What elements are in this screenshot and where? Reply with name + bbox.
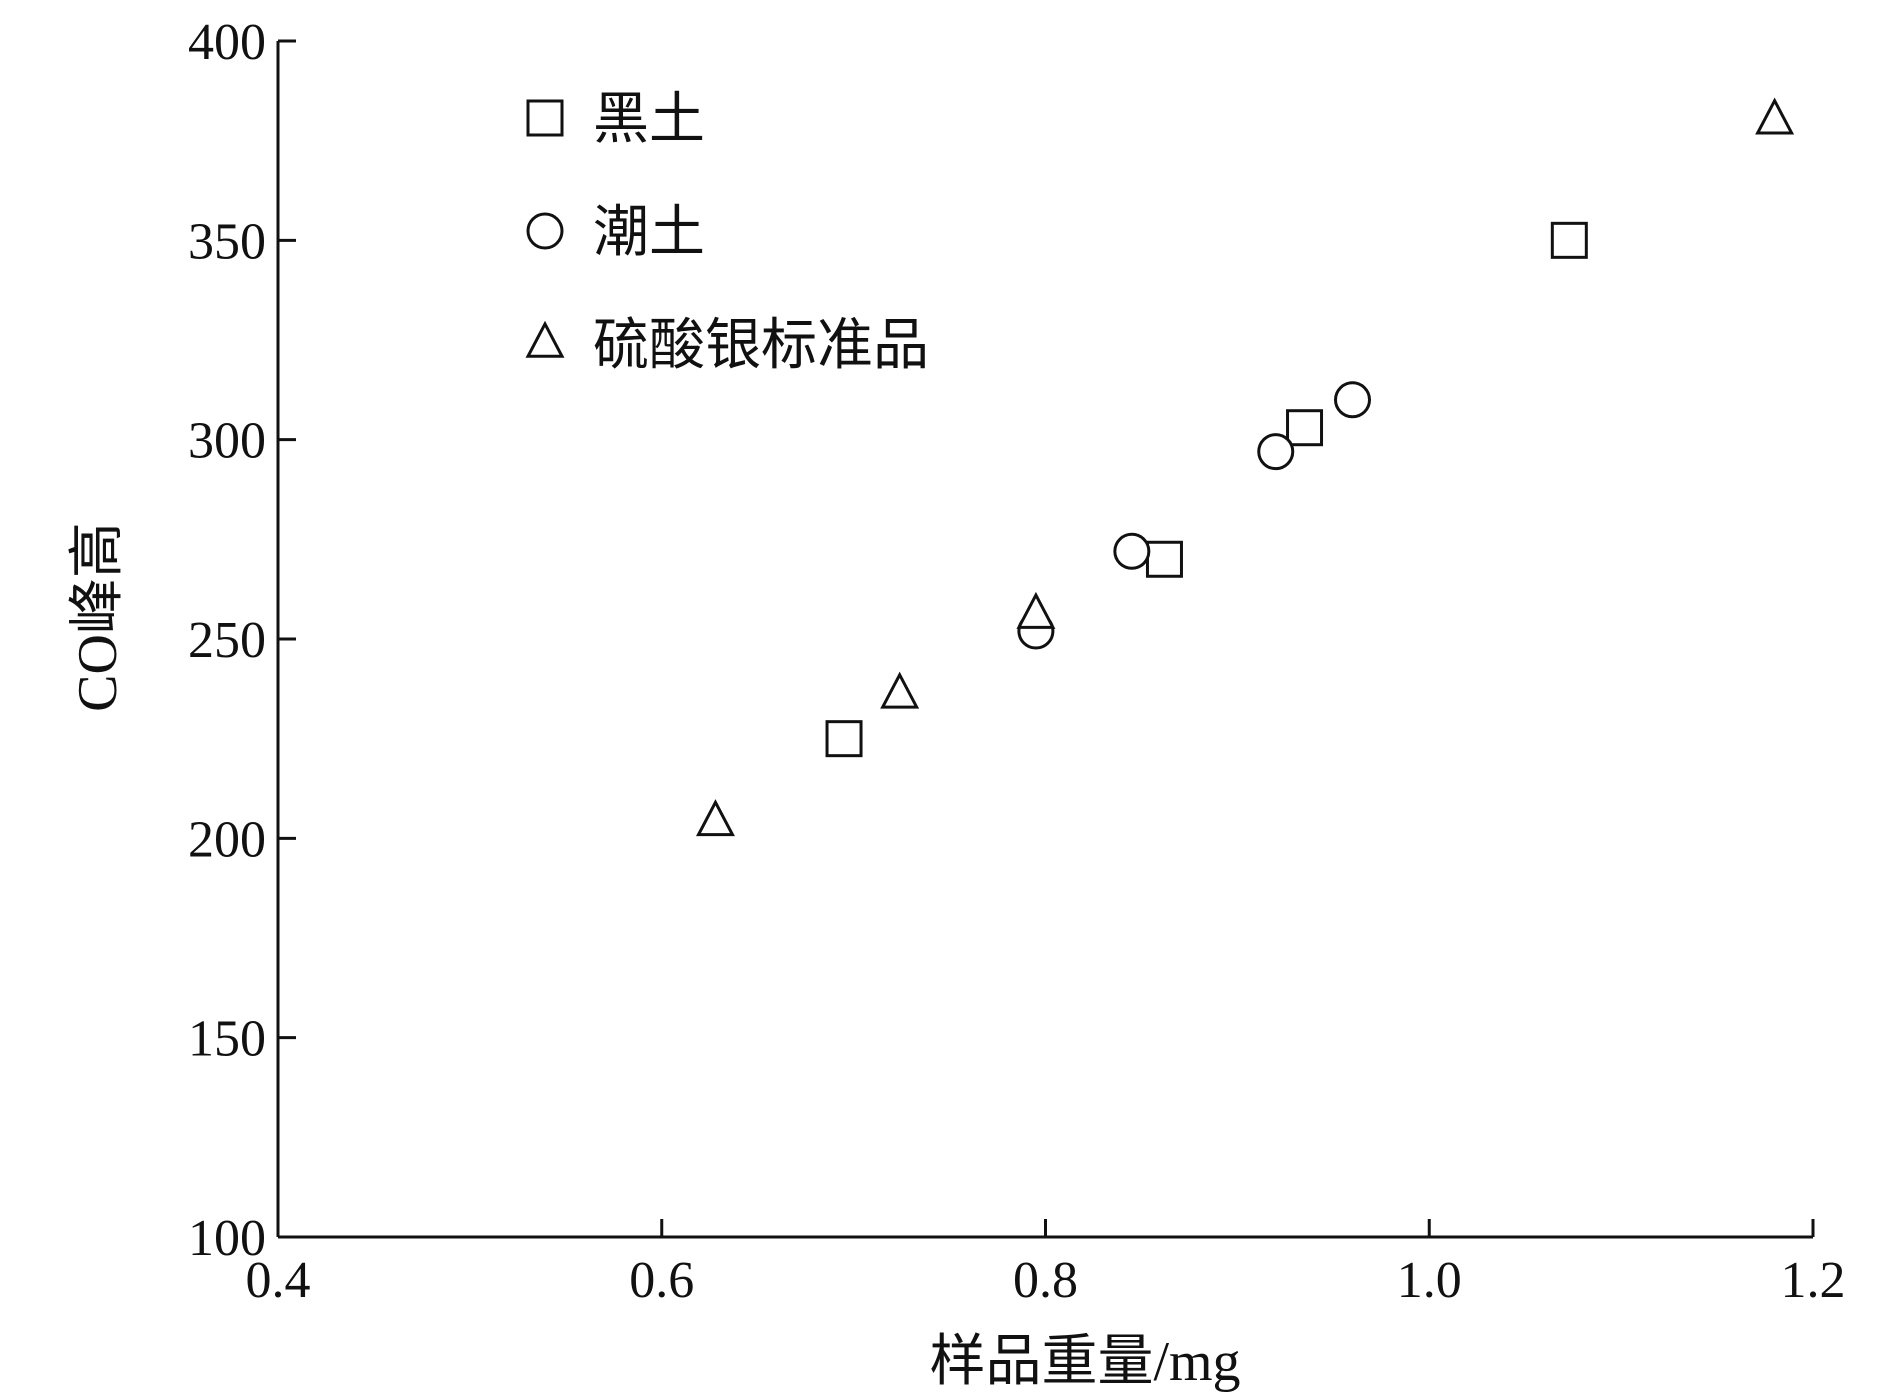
x-tick-label: 0.6 <box>629 1252 694 1309</box>
legend-item: 潮土 <box>526 202 705 264</box>
x-tick-label: 1.2 <box>1781 1252 1846 1309</box>
legend-label: 硫酸银标准品 <box>593 315 929 377</box>
legend-label: 潮土 <box>593 202 705 264</box>
y-tick-label: 150 <box>188 1011 266 1068</box>
data-point-square <box>1550 221 1588 259</box>
y-tick-label: 250 <box>188 612 266 669</box>
y-tick-label: 200 <box>188 811 266 868</box>
series-group <box>695 97 1795 837</box>
data-point-triangle <box>1755 97 1795 135</box>
x-tick-label: 0.4 <box>246 1252 311 1309</box>
y-tick-label: 400 <box>188 14 266 71</box>
data-point-square <box>825 720 863 758</box>
data-points <box>695 97 1795 837</box>
y-axis-title: CO峰高 <box>67 522 129 712</box>
data-point-triangle <box>1016 591 1056 629</box>
legend-label: 黑土 <box>593 89 705 151</box>
data-point-square <box>1145 540 1183 578</box>
x-axis-title: 样品重量/mg <box>929 1331 1240 1393</box>
y-tick-label: 350 <box>188 213 266 270</box>
legend-item: 硫酸银标准品 <box>525 315 929 377</box>
series-group <box>825 221 1588 758</box>
data-point-circle <box>1334 381 1371 419</box>
legend-marker-square <box>526 99 564 137</box>
data-point-triangle <box>695 799 735 837</box>
data-point-circle <box>1113 532 1151 570</box>
data-point-square <box>1286 409 1324 447</box>
data-point-circle <box>1257 433 1295 471</box>
x-tick-label: 1.0 <box>1397 1252 1462 1309</box>
ticks: 100 150 200 250 300 350 400 0.4 0.6 0.8 1.0 1.2 <box>188 14 1846 1309</box>
legend-item: 黑土 <box>526 89 705 151</box>
legend-marker-circle <box>526 212 564 250</box>
y-tick-label: 300 <box>188 413 266 470</box>
legend-marker-triangle <box>525 320 565 358</box>
x-tick-label: 0.8 <box>1013 1252 1078 1309</box>
data-point-triangle <box>880 671 920 709</box>
y-tick-label: 100 <box>188 1210 266 1267</box>
